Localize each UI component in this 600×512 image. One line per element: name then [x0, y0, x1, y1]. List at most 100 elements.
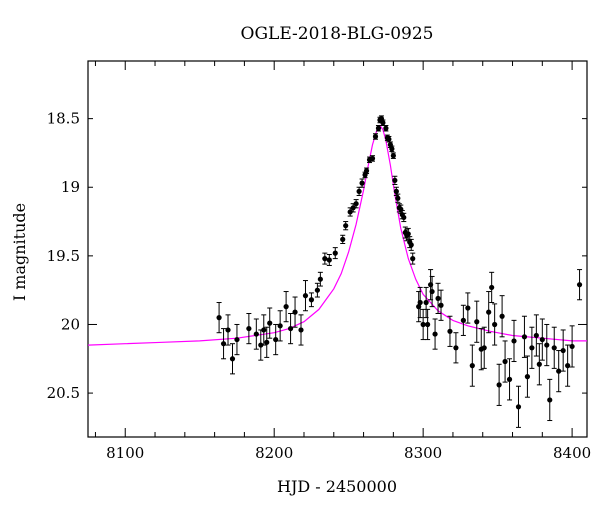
data-point: [423, 299, 429, 306]
data-point: [298, 327, 304, 333]
data-point: [216, 315, 222, 321]
data-point: [533, 332, 539, 339]
data-point: [453, 345, 459, 351]
data-point: [435, 295, 441, 302]
data-point: [489, 284, 495, 291]
data-point: [277, 323, 283, 329]
data-point: [332, 250, 338, 256]
data-point: [544, 342, 550, 348]
data-point: [302, 293, 309, 299]
data-point: [499, 313, 505, 319]
data-point: [551, 345, 557, 351]
data-point: [481, 345, 487, 351]
data-point: [405, 231, 411, 237]
data-point: [392, 177, 398, 183]
data-point: [314, 287, 320, 293]
data-point: [556, 368, 562, 374]
data-point: [234, 336, 240, 343]
data-point: [383, 125, 389, 131]
x-tick-label: 8300: [404, 444, 442, 462]
data-point: [375, 125, 382, 131]
y-tick-label: 20.5: [47, 384, 80, 402]
data-point: [326, 257, 332, 263]
y-tick-label: 18.5: [47, 110, 80, 128]
data-point: [536, 361, 542, 367]
data-point: [343, 223, 349, 229]
data-point: [425, 321, 431, 328]
data-point: [220, 341, 227, 347]
y-tick-label: 19: [61, 178, 80, 196]
y-axis-label: I magnitude: [10, 203, 29, 301]
data-point: [560, 347, 566, 354]
data-point: [408, 242, 414, 248]
data-point: [322, 256, 328, 262]
data-point: [353, 201, 359, 207]
data-point: [225, 327, 231, 333]
data-point: [547, 397, 553, 403]
data-point: [496, 382, 502, 388]
data-point: [229, 356, 236, 362]
plot-frame: [87, 60, 588, 438]
data-point: [372, 133, 379, 140]
data-point: [359, 180, 365, 186]
data-point: [401, 214, 407, 221]
x-tick-label: 8100: [106, 444, 144, 462]
data-point: [267, 320, 273, 326]
data-point: [393, 188, 399, 194]
data-point: [474, 319, 480, 325]
data-point: [317, 276, 323, 282]
data-point: [420, 321, 426, 328]
data-point: [395, 195, 401, 201]
data-point: [261, 327, 267, 333]
data-point: [486, 309, 492, 315]
data-point: [350, 205, 356, 211]
data-point: [506, 376, 513, 382]
data-point: [417, 299, 423, 306]
data-point: [576, 282, 583, 288]
data-point: [258, 342, 264, 348]
data-point: [492, 321, 498, 328]
data-point: [529, 345, 535, 351]
data-point: [287, 325, 294, 332]
data-point: [386, 136, 392, 142]
data-point: [347, 209, 353, 215]
data-point: [438, 302, 444, 308]
data-point: [363, 168, 370, 174]
data-point: [515, 404, 522, 410]
data-point: [389, 146, 395, 152]
data-point: [432, 331, 438, 337]
y-tick-label: 20: [61, 315, 80, 333]
data-point: [469, 363, 475, 369]
plot-area: 8100 8200 8300 8400 18.5 19 19.5 20 20.5: [47, 60, 591, 462]
data-point: [380, 120, 386, 126]
data-point: [524, 374, 531, 380]
data-point: [273, 336, 279, 343]
data-point: [283, 304, 289, 310]
data-point: [356, 188, 362, 194]
data-point: [569, 343, 575, 350]
data-point: [340, 236, 346, 242]
data-point: [511, 338, 517, 344]
data-point: [460, 317, 466, 323]
x-tick-label: 8400: [553, 444, 591, 462]
data-point: [369, 155, 376, 162]
data-point: [308, 297, 315, 303]
chart-title: OGLE-2018-BLG-0925: [241, 24, 434, 44]
data-point: [447, 328, 453, 334]
model-curve: [87, 124, 587, 346]
data-point: [565, 363, 571, 369]
data-point: [410, 256, 416, 262]
data-point: [264, 339, 270, 345]
data-point: [292, 309, 298, 315]
data-point: [539, 336, 545, 343]
data-point: [246, 325, 252, 332]
data-point: [390, 153, 396, 159]
data-point: [502, 358, 508, 365]
x-tick-label: 8200: [255, 444, 293, 462]
x-axis-label: HJD - 2450000: [277, 477, 397, 496]
y-tick-label: 19.5: [47, 247, 80, 265]
data-point: [521, 334, 528, 340]
data-point: [253, 331, 259, 337]
data-point: [429, 288, 435, 295]
